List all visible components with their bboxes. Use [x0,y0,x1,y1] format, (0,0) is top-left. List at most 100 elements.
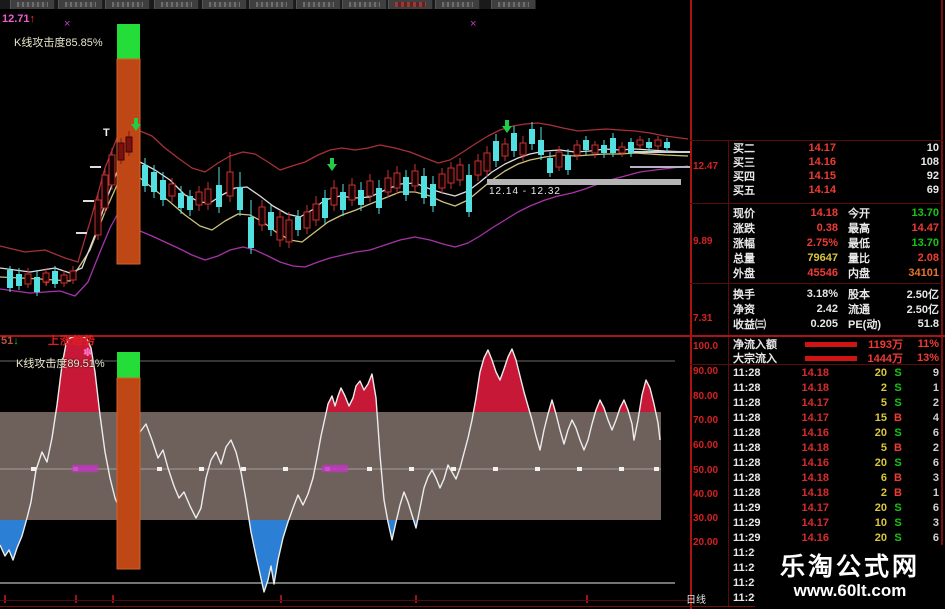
candle-down [358,190,364,205]
bid-row[interactable]: 买四 14.15 92 [733,169,939,183]
main-axis-label: 7.31 [693,313,713,324]
candle-down [421,176,427,198]
tick-row[interactable]: 11:29 [733,561,939,575]
tick-row[interactable]: 11:28 14.18 6 B 3 [733,471,939,485]
osc-signal-marker [72,465,98,472]
tick-row[interactable]: 11:28 14.18 2 S 1 [733,381,939,395]
candle-down [178,193,184,208]
tick-volume: 20 [874,502,887,514]
bottom-border2 [0,606,945,607]
candle-up [519,142,527,156]
date-tick [280,595,282,603]
tick-row[interactable]: 11:28 14.17 15 B 4 [733,411,939,425]
candle-up [101,174,109,209]
bid-label: 买五 [733,185,755,197]
tick-count: 9 [932,367,939,379]
toolbar-button-6[interactable] [249,0,294,9]
stat-label: PE(动) [848,319,881,331]
tick-row[interactable]: 11:28 14.18 2 B 1 [733,486,939,500]
bid-volume: 108 [920,156,939,168]
main-bar-orange [116,58,141,265]
candle-down [160,180,166,200]
candle-up [384,177,392,193]
tick-direction-flag: B [894,472,902,484]
sub-axis-label: 60.00 [693,440,719,451]
tick-price: 14.16 [801,532,829,544]
bid-row[interactable]: 买五 14.14 69 [733,183,939,197]
tick-row[interactable]: 11:29 [733,576,939,590]
candle-down [216,185,222,207]
sub-axis-label: 20.00 [693,537,719,548]
kline-attack-label-main: K线攻击度85.85% [14,37,103,49]
tick-time: 11:29 [733,547,761,559]
tick-time: 11:28 [733,487,761,499]
tick-count: 6 [932,502,939,514]
buy-signal-arrow-icon [327,158,337,171]
tick-volume: 5 [880,397,887,409]
candle-down [610,138,616,153]
tick-time: 11:29 [733,562,761,574]
toolbar-button-10[interactable] [435,0,480,9]
stat-value: 0.205 [810,318,838,330]
sub-axis-label: 100.0 [693,341,719,352]
stat-label: 净资 [733,304,755,316]
toolbar-button-2[interactable] [58,0,103,9]
stat-value: 0.38 [816,222,838,234]
date-tick [112,595,114,603]
candle-up [501,143,509,157]
tick-row[interactable]: 11:28 14.18 5 B 2 [733,441,939,455]
toolbar-button-label [17,2,48,7]
candle-down [466,175,472,212]
stat-label: 最高 [848,223,870,235]
toolbar-button-7[interactable] [296,0,341,9]
tick-volume: 20 [874,367,887,379]
tick-row[interactable]: 11:28 14.17 5 S 2 [733,396,939,410]
tick-dash [76,232,87,234]
candle-down [628,142,634,153]
stat-label: 收益㈢ [733,319,766,331]
tick-price: 14.18 [801,367,829,379]
stat-value: 2.42 [816,303,838,315]
toolbar-button-11[interactable] [491,0,536,9]
buy-signal-arrow-icon [502,120,512,133]
tick-row[interactable]: 11:29 [733,591,939,605]
bid-price: 14.15 [808,170,836,182]
candle-down [187,196,193,210]
tick-row[interactable]: 11:29 14.17 10 S 3 [733,516,939,530]
t-marker: T [103,127,110,139]
tick-row[interactable]: 11:28 14.16 20 S 6 [733,456,939,470]
tick-time: 11:28 [733,412,761,424]
toolbar-button-3[interactable] [105,0,150,9]
candle-down [16,274,22,286]
band-line-magenta [0,165,689,297]
tick-direction-flag: S [894,517,902,529]
date-tick [415,595,417,603]
tick-row[interactable]: 11:28 14.16 20 S 6 [733,426,939,440]
bid-volume: 69 [926,184,939,196]
osc-mid-dot [409,467,414,471]
stat-label: 股本 [848,289,870,301]
tick-time: 11:29 [733,577,761,589]
bid-row[interactable]: 买三 14.16 108 [733,155,939,169]
tick-price: 14.18 [801,472,829,484]
tick-time: 11:28 [733,457,761,469]
toolbar-button-9[interactable] [388,0,433,9]
candle-down [646,142,652,148]
toolbar-button-label [395,2,426,7]
tick-time: 11:28 [733,382,761,394]
toolbar-button-8[interactable] [342,0,387,9]
toolbar-button-1[interactable] [10,0,55,9]
period-label[interactable]: 日线 [686,595,706,606]
tick-row[interactable]: 11:29 14.16 20 S 6 [733,531,939,545]
x-marker: × [64,18,70,30]
tick-row[interactable]: 11:29 14.17 20 S 6 [733,501,939,515]
tick-direction-flag: S [894,502,902,514]
bid-row[interactable]: 买二 14.17 10 [733,141,939,155]
flow-row: 大宗流入 1444万 13% [733,351,939,365]
toolbar-button-4[interactable] [154,0,199,9]
tick-volume: 20 [874,427,887,439]
tick-row[interactable]: 11:28 14.18 20 S 9 [733,366,939,380]
price-line-segment [633,151,690,153]
toolbar-button-5[interactable] [202,0,247,9]
